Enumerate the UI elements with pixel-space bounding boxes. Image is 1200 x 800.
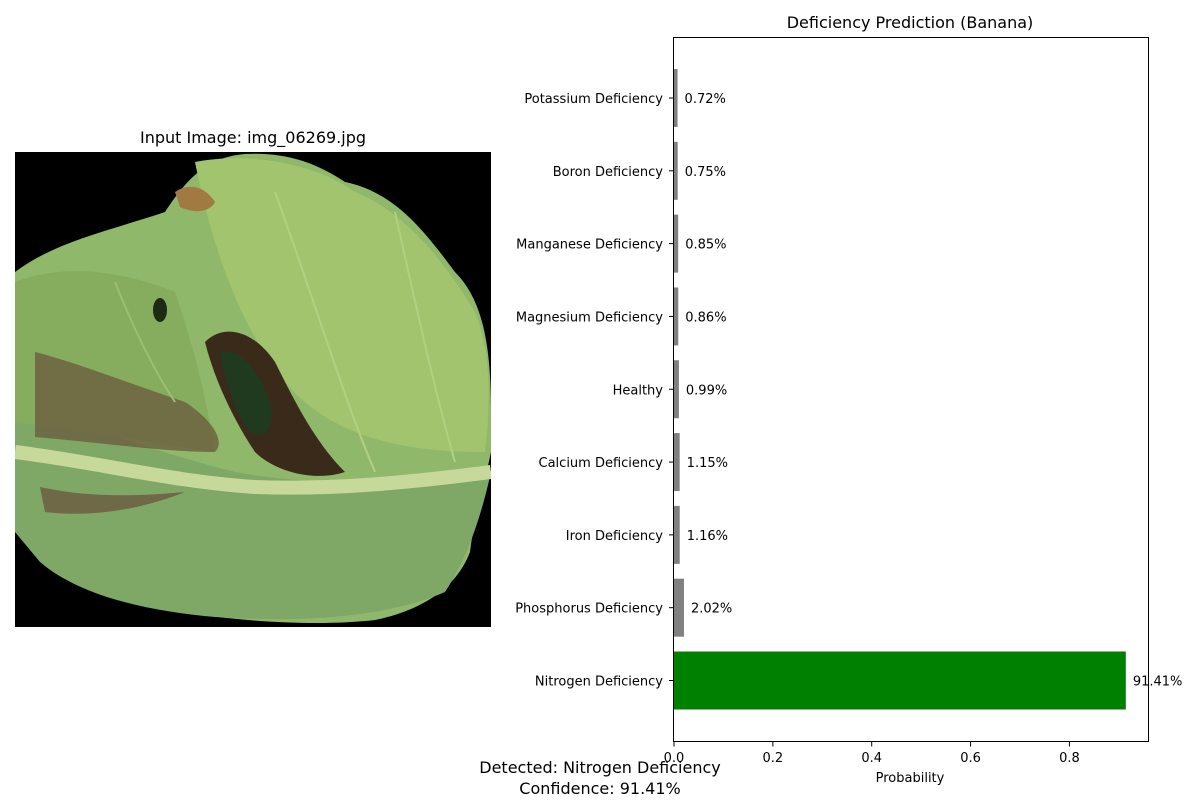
x-tick-label: 0.4 [861, 751, 882, 766]
detected-result: Detected: Nitrogen Deficiency [479, 758, 721, 777]
x-tick-label: 0.8 [1059, 751, 1080, 766]
y-tick-label: Iron Deficiency [566, 529, 664, 544]
value-label: 0.99% [686, 383, 727, 398]
bar-iron-deficiency [674, 505, 680, 564]
x-axis-label: Probability [876, 771, 945, 786]
chart-title: Deficiency Prediction (Banana) [787, 13, 1034, 32]
banana-leaf-image-icon [15, 152, 491, 627]
y-tick-label: Boron Deficiency [553, 165, 664, 180]
bar-potassium-deficiency [674, 69, 678, 127]
y-tick-label: Potassium Deficiency [524, 92, 663, 107]
y-tick-label: Healthy [613, 383, 664, 398]
y-tick-label: Magnesium Deficiency [516, 310, 663, 325]
value-label: 0.75% [685, 165, 726, 180]
value-label: 1.16% [687, 529, 728, 544]
value-label: 0.86% [685, 310, 726, 325]
confidence-result: Confidence: 91.41% [519, 779, 681, 798]
x-tick-label: 0.0 [664, 751, 685, 766]
chart-frame [673, 37, 1149, 742]
y-tick-label: Manganese Deficiency [516, 238, 663, 253]
value-label: 1.15% [687, 456, 728, 471]
x-tick-label: 0.6 [960, 751, 981, 766]
y-tick-label: Calcium Deficiency [539, 456, 664, 471]
bar-manganese-deficiency [674, 214, 679, 273]
bar-calcium-deficiency [674, 433, 680, 492]
y-tick-label: Nitrogen Deficiency [535, 675, 663, 690]
value-label: 2.02% [691, 602, 732, 617]
bar-nitrogen-deficiency [674, 651, 1126, 710]
bar-phosphorus-deficiency [674, 578, 684, 637]
bar-magnesium-deficiency [674, 287, 679, 346]
x-tick-label: 0.2 [763, 751, 784, 766]
y-tick-label: Phosphorus Deficiency [515, 602, 663, 617]
value-label: 91.41% [1133, 675, 1183, 690]
value-label: 0.85% [685, 238, 726, 253]
value-label: 0.72% [685, 92, 726, 107]
image-title: Input Image: img_06269.jpg [139, 128, 367, 147]
input-image [15, 152, 491, 627]
bar-boron-deficiency [674, 141, 678, 200]
bar-healthy [674, 360, 679, 419]
